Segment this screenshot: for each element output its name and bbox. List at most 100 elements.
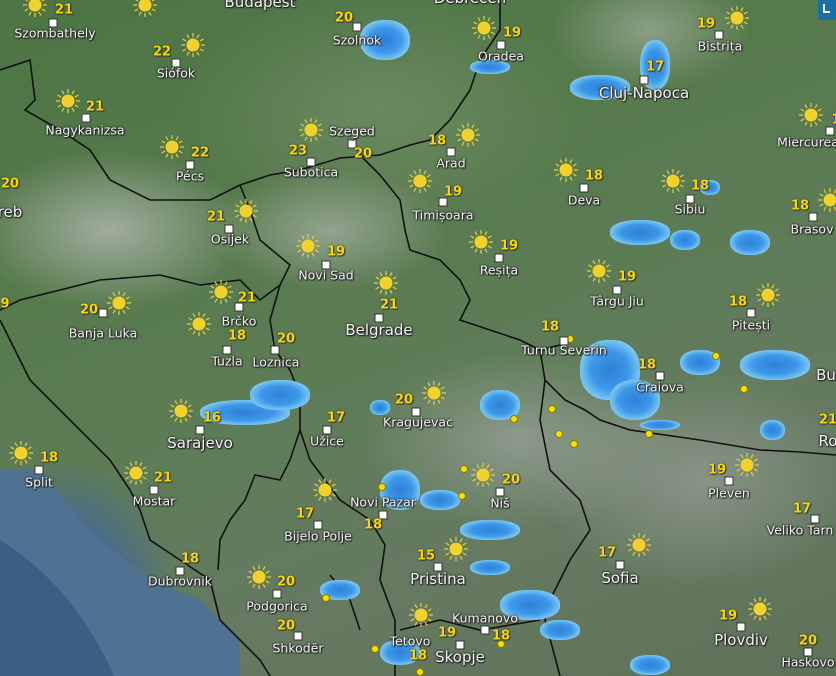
city-marker[interactable]: [724, 476, 734, 486]
city-marker[interactable]: [803, 647, 813, 657]
city-marker[interactable]: [438, 197, 448, 207]
city-marker[interactable]: [98, 308, 108, 318]
city-label[interactable]: Debrecen: [434, 0, 506, 7]
city-label[interactable]: Oradea: [478, 48, 524, 64]
city-label[interactable]: Podgorica: [246, 598, 308, 614]
city-marker[interactable]: [322, 425, 332, 435]
city-marker[interactable]: [293, 631, 303, 641]
city-marker[interactable]: [496, 40, 506, 50]
city-marker[interactable]: [234, 302, 244, 312]
city-marker[interactable]: [639, 75, 649, 85]
city-label[interactable]: Ro: [818, 432, 836, 450]
city-label[interactable]: Loznica: [252, 354, 300, 370]
city-label[interactable]: Kragujevac: [383, 414, 453, 430]
city-marker[interactable]: [810, 514, 820, 524]
city-marker[interactable]: [446, 147, 456, 157]
city-marker[interactable]: [494, 253, 504, 263]
city-marker[interactable]: [374, 313, 384, 323]
city-marker[interactable]: [149, 485, 159, 495]
city-label[interactable]: Siófok: [156, 65, 196, 81]
city-label[interactable]: Szeged: [329, 123, 375, 139]
city-label[interactable]: Osijek: [210, 231, 250, 247]
city-marker[interactable]: [825, 126, 835, 136]
city-marker[interactable]: [270, 345, 280, 355]
city-marker[interactable]: [272, 589, 282, 599]
city-label[interactable]: Shkodër: [272, 640, 324, 656]
city-label[interactable]: Cluj-Napoca: [598, 84, 690, 102]
city-label[interactable]: Arad: [436, 155, 466, 171]
city-marker[interactable]: [347, 139, 357, 149]
city-marker[interactable]: [34, 465, 44, 475]
city-label[interactable]: Tuzla: [211, 353, 243, 369]
city-marker[interactable]: [352, 22, 362, 32]
city-label[interactable]: Pécs: [175, 168, 205, 184]
city-marker[interactable]: [222, 345, 232, 355]
city-label[interactable]: Pleven: [708, 485, 750, 501]
city-marker[interactable]: [746, 308, 756, 318]
city-marker[interactable]: [433, 562, 443, 572]
city-marker[interactable]: [81, 113, 91, 123]
city-marker[interactable]: [313, 520, 323, 530]
city-marker[interactable]: [736, 622, 746, 632]
city-label[interactable]: Užice: [310, 433, 344, 449]
city-marker[interactable]: [185, 160, 195, 170]
city-label[interactable]: Turnu Severin: [521, 342, 607, 358]
city-marker[interactable]: [685, 194, 695, 204]
city-label[interactable]: Subotica: [283, 164, 339, 180]
city-label[interactable]: Brčko: [221, 313, 257, 329]
city-label[interactable]: Haskovo: [781, 654, 835, 670]
city-marker[interactable]: [224, 224, 234, 234]
city-label[interactable]: Timișoara: [412, 207, 474, 223]
city-marker[interactable]: [455, 640, 465, 650]
city-label[interactable]: Bistrița: [697, 38, 743, 54]
city-label[interactable]: Plovdiv: [714, 631, 768, 649]
city-label[interactable]: reb: [0, 203, 23, 221]
city-label[interactable]: Nagykanizsa: [45, 122, 125, 138]
city-label[interactable]: Deva: [567, 192, 601, 208]
city-marker[interactable]: [480, 625, 490, 635]
city-label[interactable]: Bu: [816, 366, 836, 384]
city-label[interactable]: Novi Pazar: [350, 494, 416, 510]
city-marker[interactable]: [411, 407, 421, 417]
city-label[interactable]: Skopje: [435, 648, 485, 666]
city-label[interactable]: Kumanovo: [452, 610, 518, 626]
city-marker[interactable]: [615, 560, 625, 570]
city-label[interactable]: Szolnok: [332, 32, 382, 48]
city-label[interactable]: Pitești: [731, 317, 771, 333]
city-marker[interactable]: [579, 183, 589, 193]
city-marker[interactable]: [559, 336, 569, 346]
city-marker[interactable]: [714, 30, 724, 40]
city-label[interactable]: Novi Sad: [298, 267, 354, 283]
layers-button[interactable]: [818, 0, 836, 20]
city-label[interactable]: Niš: [490, 495, 510, 511]
city-label[interactable]: Szombathely: [14, 25, 96, 41]
city-label[interactable]: Tetovo: [389, 633, 431, 649]
city-label[interactable]: Sibiu: [674, 201, 706, 217]
city-label[interactable]: Miercurea: [777, 134, 836, 150]
city-marker[interactable]: [175, 566, 185, 576]
city-marker[interactable]: [48, 18, 58, 28]
city-label[interactable]: Mostar: [132, 493, 176, 509]
city-marker[interactable]: [612, 285, 622, 295]
city-label[interactable]: Split: [25, 474, 53, 490]
city-marker[interactable]: [321, 260, 331, 270]
city-label[interactable]: Belgrade: [345, 321, 413, 339]
city-label[interactable]: Reșița: [479, 262, 519, 278]
city-label[interactable]: Veliko Tarn: [766, 522, 834, 538]
city-label[interactable]: Sarajevo: [167, 434, 233, 452]
city-marker[interactable]: [171, 58, 181, 68]
city-marker[interactable]: [655, 371, 665, 381]
city-label[interactable]: Brasov: [790, 221, 834, 237]
city-marker[interactable]: [195, 425, 205, 435]
city-label[interactable]: Banja Luka: [68, 325, 138, 341]
city-marker[interactable]: [378, 510, 388, 520]
city-label[interactable]: Dubrovnik: [147, 573, 213, 589]
city-marker[interactable]: [808, 212, 818, 222]
city-label[interactable]: Pristina: [410, 570, 466, 588]
city-label[interactable]: Sofia: [601, 569, 639, 587]
city-label[interactable]: Budapest: [224, 0, 296, 11]
city-label[interactable]: Bijelo Polje: [284, 528, 352, 544]
city-label[interactable]: Craiova: [636, 379, 684, 395]
city-marker[interactable]: [306, 157, 316, 167]
